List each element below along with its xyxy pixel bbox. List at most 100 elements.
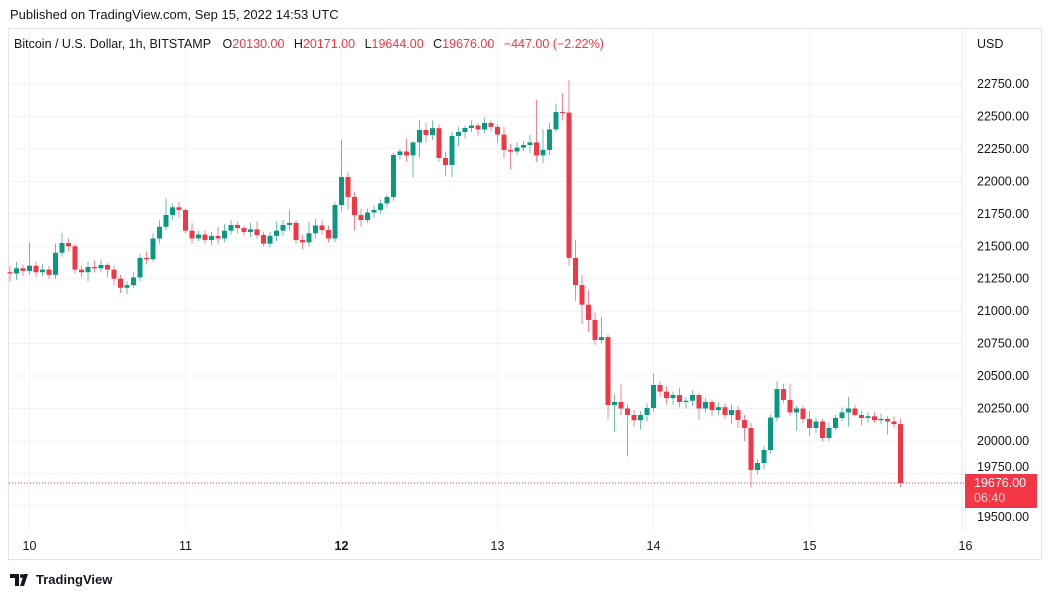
- candle-body: [358, 215, 364, 221]
- time-tick-label: 12: [335, 539, 349, 553]
- candle: [527, 134, 533, 153]
- candle-body: [508, 149, 513, 152]
- candle: [105, 263, 110, 278]
- candle-body: [670, 395, 676, 399]
- candle: [319, 220, 325, 235]
- candle-body: [410, 142, 416, 156]
- candle-body: [306, 233, 312, 243]
- candle-body: [865, 416, 871, 418]
- candle: [521, 141, 526, 152]
- candle: [774, 381, 780, 422]
- candle: [46, 265, 52, 279]
- candle-body: [885, 418, 890, 422]
- candle-body: [352, 196, 357, 216]
- candle: [670, 391, 676, 405]
- candle-body: [59, 243, 65, 253]
- candle-body: [27, 265, 32, 271]
- candle: [111, 265, 117, 286]
- candle-body: [267, 235, 273, 244]
- price-tick-label: 20500.00: [977, 369, 1029, 383]
- candle: [456, 126, 461, 147]
- candle: [430, 120, 435, 140]
- candle-body: [72, 246, 78, 270]
- candle-body: [898, 424, 903, 484]
- candle-body: [625, 408, 630, 415]
- candle-body: [92, 267, 97, 269]
- candle: [742, 414, 747, 441]
- price-tick-label: 20000.00: [977, 434, 1029, 448]
- candle-body: [852, 408, 858, 415]
- candle-body: [807, 418, 812, 428]
- time-axis: 10 11 12 13 14 15 16: [23, 539, 973, 553]
- candle: [124, 281, 130, 295]
- candle: [313, 218, 318, 239]
- candle-body: [378, 203, 383, 210]
- candle: [131, 272, 136, 288]
- low-value: L19644.00: [364, 37, 424, 51]
- bar-countdown: 06:40: [974, 491, 1006, 505]
- candle: [293, 220, 299, 244]
- candle: [482, 117, 487, 134]
- candle: [495, 124, 500, 143]
- candle: [534, 99, 539, 162]
- candle-body: [813, 421, 819, 428]
- candle: [235, 221, 240, 234]
- candle: [436, 124, 442, 162]
- chart-frame[interactable]: [8, 28, 1042, 560]
- candle-body: [891, 421, 897, 425]
- open-value: O20130.00: [222, 37, 285, 51]
- candle: [254, 221, 260, 239]
- candle: [540, 129, 546, 164]
- candle: [488, 120, 494, 133]
- candle: [462, 125, 468, 139]
- candle-body: [755, 463, 760, 471]
- candle-body: [345, 176, 351, 197]
- candle-body: [163, 214, 169, 227]
- candle-body: [709, 402, 715, 411]
- candle-body: [644, 407, 650, 415]
- candle-body: [40, 269, 45, 273]
- candle-body: [696, 395, 702, 409]
- grid: [9, 29, 966, 530]
- candle-body: [540, 149, 546, 156]
- candle: [885, 416, 890, 435]
- candle-body: [111, 269, 117, 279]
- candle-body: [657, 385, 663, 392]
- candle: [423, 122, 429, 143]
- candle-body: [274, 230, 279, 236]
- candle: [560, 93, 565, 121]
- candle: [176, 202, 182, 218]
- candle-body: [735, 410, 741, 421]
- candle-body: [547, 129, 552, 150]
- candle-body: [209, 235, 214, 241]
- candle: [228, 220, 234, 235]
- candle: [261, 231, 266, 247]
- candle-body: [521, 145, 526, 148]
- candle: [202, 230, 208, 244]
- tradingview-logo[interactable]: TradingView: [10, 572, 112, 587]
- candle-body: [319, 225, 325, 231]
- candle: [352, 191, 357, 231]
- candle-body: [85, 267, 91, 273]
- candle: [391, 152, 396, 201]
- candle-body: [20, 268, 26, 271]
- candle: [898, 418, 903, 488]
- candle: [807, 411, 812, 436]
- candle-body: [293, 222, 299, 241]
- candle-body: [46, 269, 52, 275]
- candle: [241, 225, 247, 236]
- candle: [573, 239, 578, 301]
- candle-body: [137, 257, 143, 278]
- candle-body: [774, 389, 780, 418]
- candle-body: [79, 269, 84, 273]
- candle-body: [397, 151, 403, 156]
- candle-body: [664, 391, 669, 399]
- candle-body: [189, 230, 195, 239]
- candle-body: [560, 112, 565, 114]
- candle: [287, 209, 292, 231]
- candle-body: [462, 128, 468, 133]
- candle: [332, 202, 338, 243]
- candle-body: [241, 228, 247, 232]
- candle: [625, 404, 630, 457]
